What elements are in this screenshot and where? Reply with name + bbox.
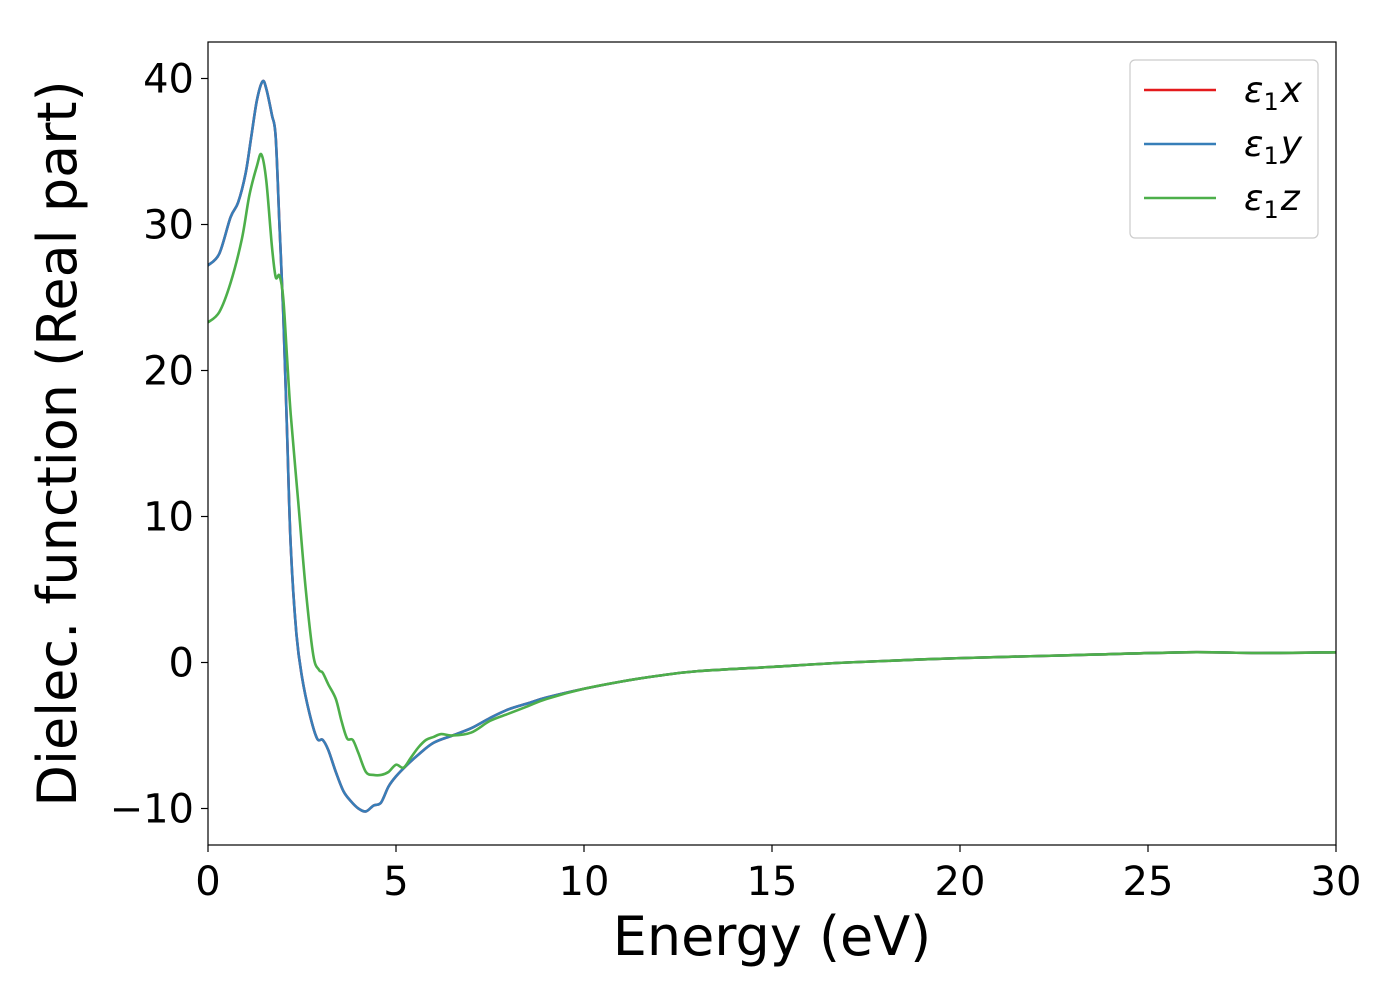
legend-label-x: ε1x bbox=[1244, 70, 1303, 116]
series-layer bbox=[208, 79, 1336, 813]
y-tick-label: 40 bbox=[143, 57, 194, 103]
legend: ε1x ε1y ε1z bbox=[1129, 59, 1319, 239]
x-axis-label: Energy (eV) bbox=[613, 905, 932, 968]
y-tick-label: −10 bbox=[110, 787, 194, 833]
x-tick-label: 25 bbox=[1123, 859, 1174, 905]
y-tick-label: 20 bbox=[143, 349, 194, 395]
x-tick-label: 30 bbox=[1311, 859, 1362, 905]
x-tick-label: 0 bbox=[195, 859, 220, 905]
legend-box bbox=[1129, 59, 1319, 239]
y-tick-label: 0 bbox=[169, 641, 194, 687]
x-tick-label: 10 bbox=[559, 859, 610, 905]
x-tick-label: 20 bbox=[935, 859, 986, 905]
x-tick-label: 5 bbox=[383, 859, 408, 905]
legend-label-y: ε1y bbox=[1244, 124, 1303, 170]
y-tick-label: 10 bbox=[143, 495, 194, 541]
x-tick-label: 15 bbox=[747, 859, 798, 905]
y-axis-label: Dielec. function (Real part) bbox=[26, 80, 89, 806]
series-line-z bbox=[208, 152, 1336, 777]
y-tick-label: 30 bbox=[143, 203, 194, 249]
legend-label-z: ε1z bbox=[1244, 178, 1301, 224]
